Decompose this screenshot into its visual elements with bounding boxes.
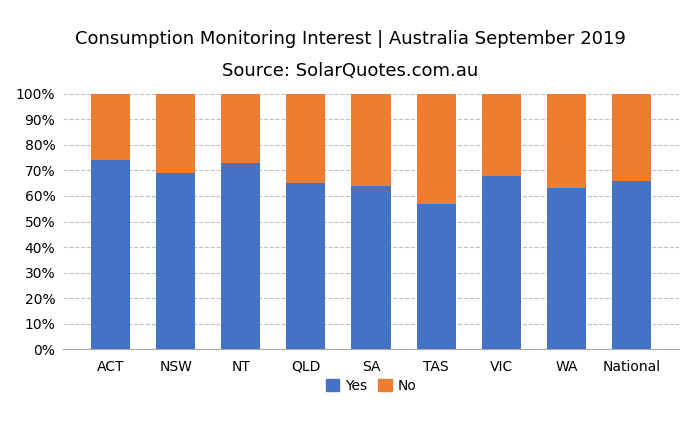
Bar xyxy=(416,94,456,204)
Bar xyxy=(286,94,326,183)
Legend: Yes, No: Yes, No xyxy=(320,374,422,399)
Bar xyxy=(351,186,391,349)
Bar xyxy=(547,94,586,188)
Bar xyxy=(221,94,260,163)
Text: Consumption Monitoring Interest | Australia September 2019: Consumption Monitoring Interest | Austra… xyxy=(75,30,625,48)
Bar xyxy=(351,94,391,186)
Bar xyxy=(91,160,130,349)
Bar xyxy=(286,183,326,349)
Bar xyxy=(547,188,586,349)
Bar xyxy=(416,204,456,349)
Bar xyxy=(612,94,651,181)
Bar xyxy=(156,94,195,173)
Bar xyxy=(612,181,651,349)
Text: Source: SolarQuotes.com.au: Source: SolarQuotes.com.au xyxy=(222,62,478,80)
Bar xyxy=(156,173,195,349)
Bar xyxy=(482,94,521,176)
Bar xyxy=(482,176,521,349)
Bar xyxy=(221,163,260,349)
Bar xyxy=(91,94,130,160)
